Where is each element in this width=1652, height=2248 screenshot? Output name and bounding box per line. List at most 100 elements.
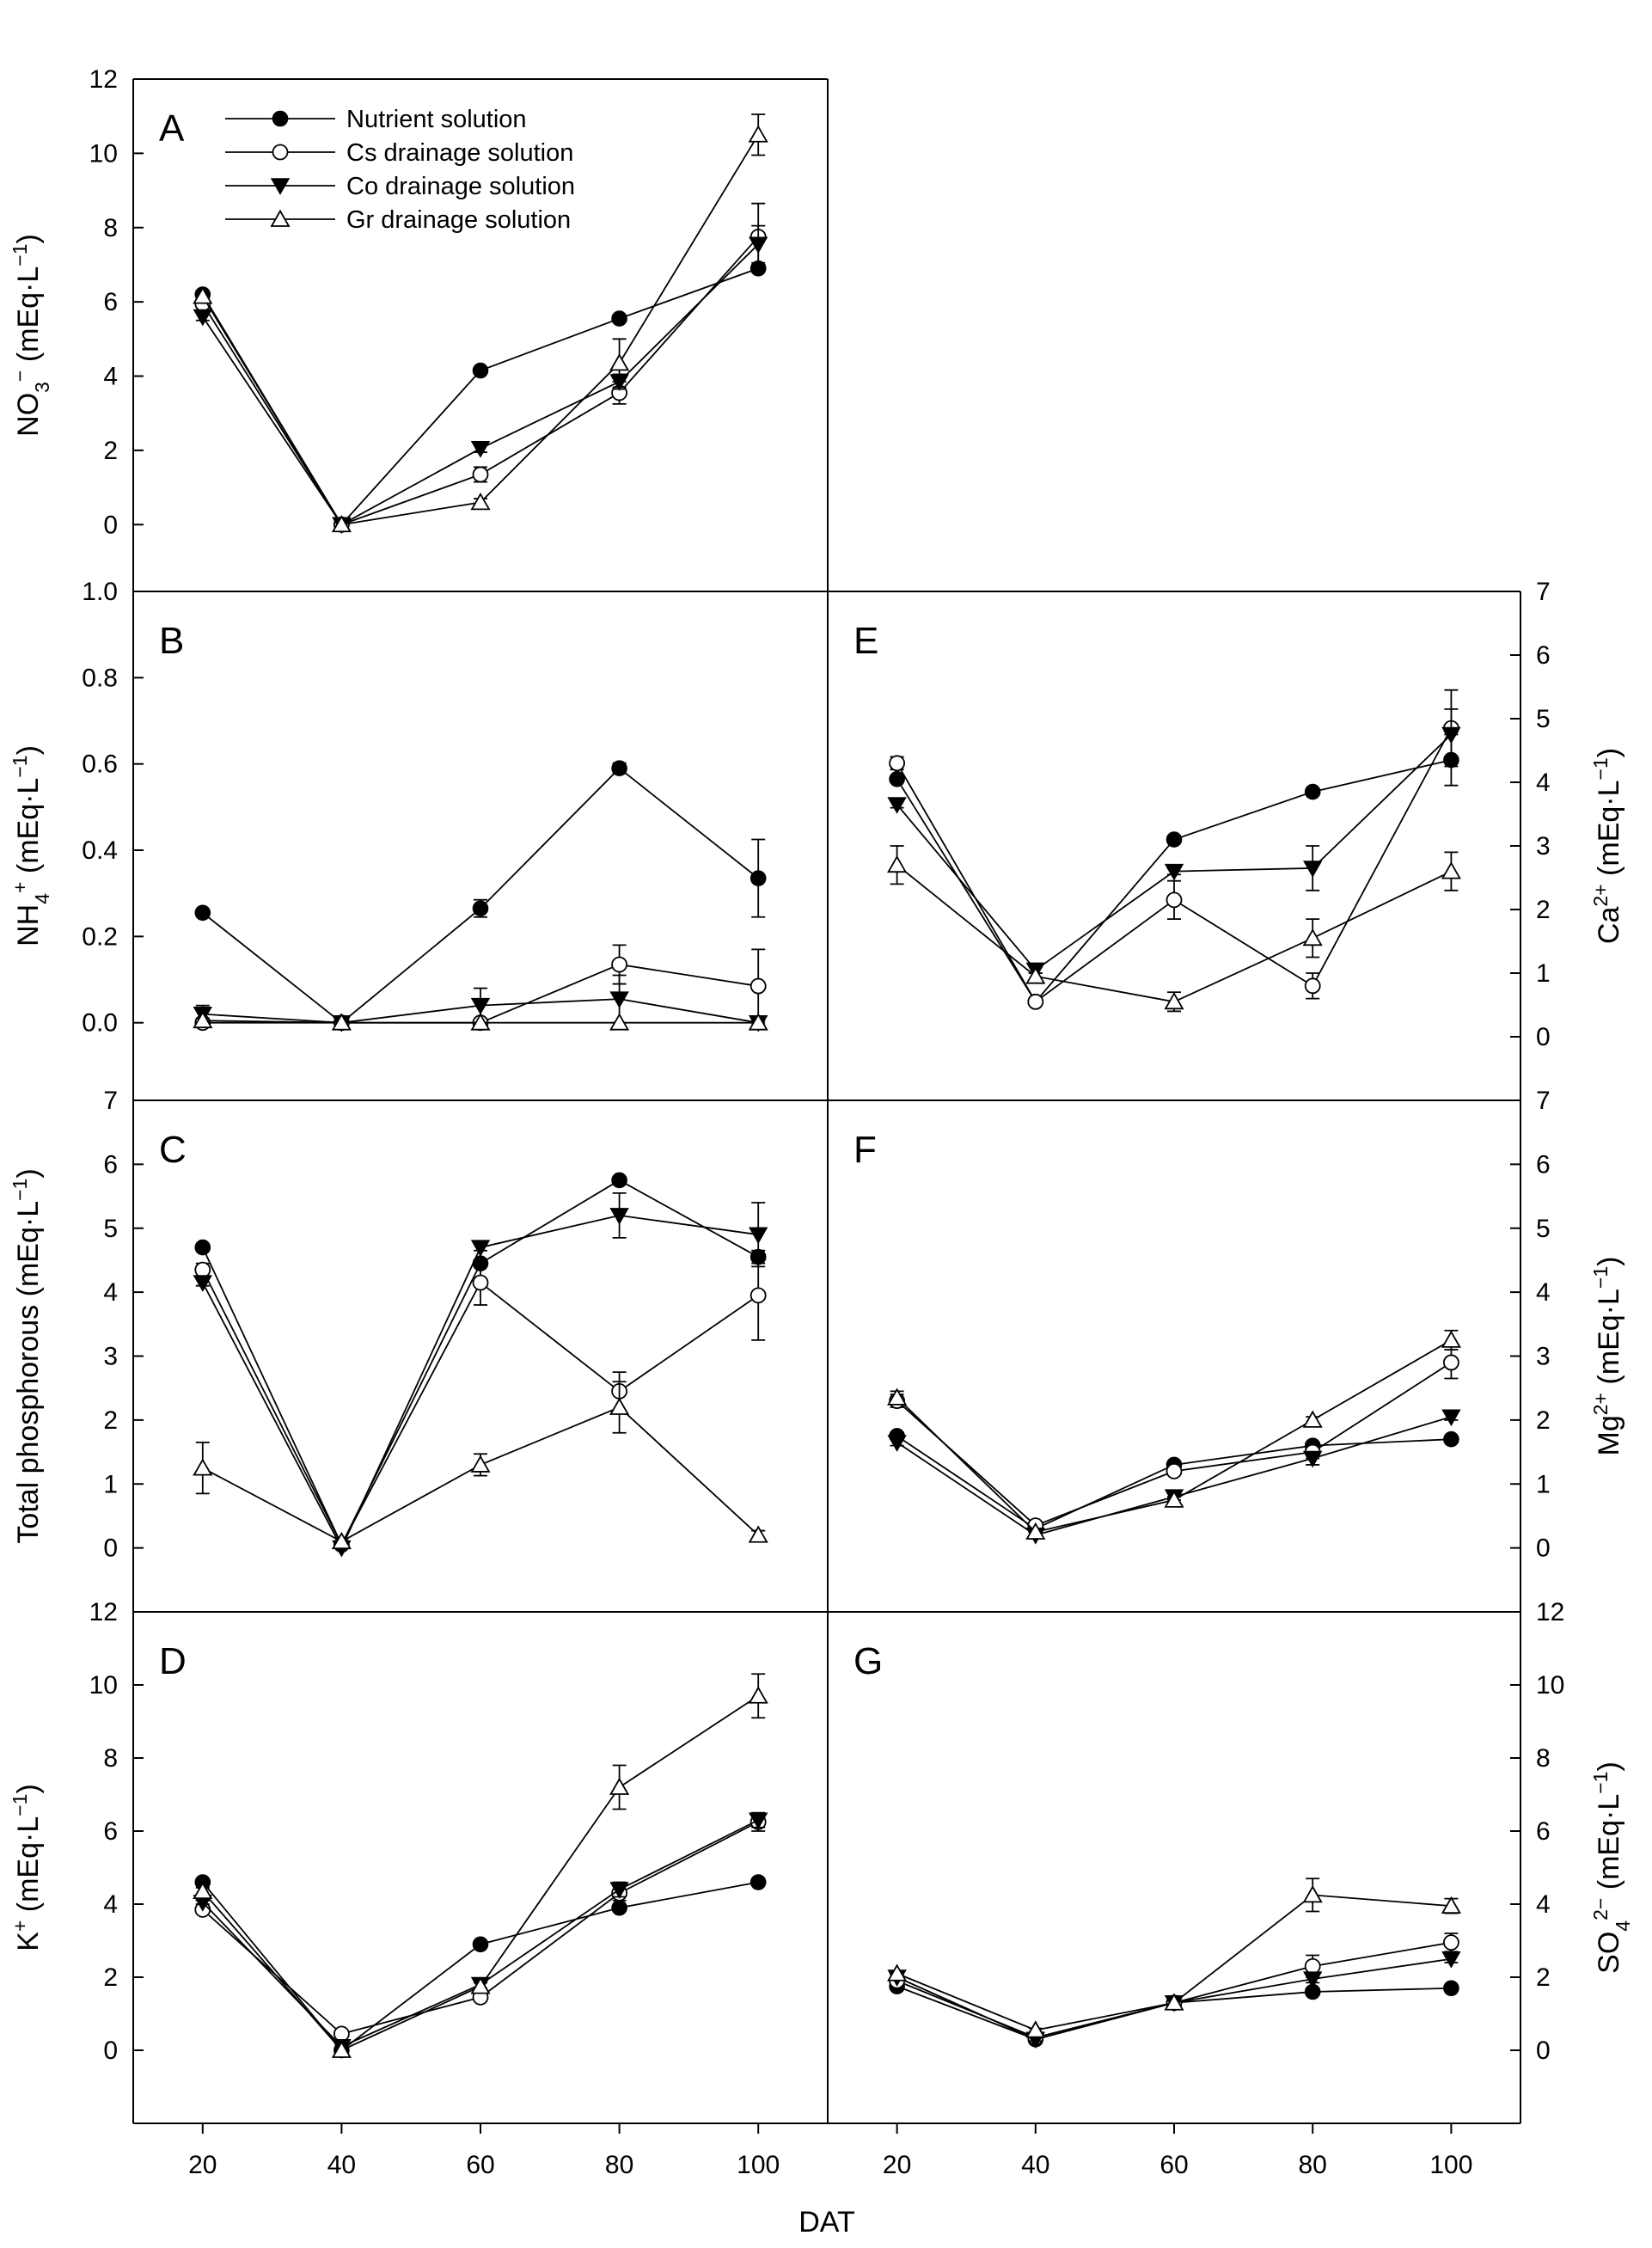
y-tick-label: 4 <box>103 1890 118 1919</box>
series-open-triangle-up <box>193 1381 768 1550</box>
x-tick-label: 40 <box>1021 2151 1049 2179</box>
y-tick-label: 0 <box>1536 1023 1551 1051</box>
series-open-circle <box>194 1811 767 2043</box>
y-axis-title-part: (mEq·L <box>12 266 45 371</box>
data-point-gr <box>193 1010 213 1029</box>
series-filled-triangle-down <box>193 1811 768 2056</box>
series-line <box>202 1819 759 2048</box>
legend-label: Nutrient solution <box>346 106 527 133</box>
y-axis-title-close: ) <box>1593 1761 1625 1771</box>
data-point-gr <box>748 1013 768 1031</box>
y-tick-label: 0 <box>103 2037 118 2065</box>
series-line <box>202 1881 759 2052</box>
x-tick-label: 20 <box>188 2151 217 2179</box>
data-point-nutrient <box>1166 831 1183 848</box>
panel-d: D 0 2 4 6 8 10 12 K+ (mEq·L−1) <box>9 1598 768 2065</box>
y-axis-title: Ca2+ (mEq·L−1) <box>1589 748 1625 944</box>
y-tick-label: 7 <box>103 1087 118 1115</box>
legend: Nutrient solution Cs drainage solution Co … <box>225 106 575 234</box>
data-point-gr <box>1164 991 1184 1010</box>
y-axis-title-part: + <box>9 1920 31 1932</box>
data-point-co <box>470 1240 491 1257</box>
y-tick-label: 2 <box>103 437 118 465</box>
y-tick-label: 6 <box>103 288 118 316</box>
y-tick-label: 3 <box>1536 832 1551 861</box>
y-axis-title-part: Ca <box>1593 907 1625 945</box>
data-point-co <box>1441 726 1461 744</box>
y-axis-title-part: 4 <box>31 893 53 904</box>
data-point-co <box>193 309 213 327</box>
series-line <box>896 1435 1452 1530</box>
y-axis-title-part: (mEq·L <box>1593 1794 1625 1898</box>
y-tick-label: 2 <box>103 1963 118 1992</box>
series-filled-triangle-down <box>887 708 1461 980</box>
series-open-triangle-up <box>887 845 1461 1013</box>
data-point-gr <box>748 125 768 143</box>
data-point-co <box>1302 1450 1323 1468</box>
data-point-gr <box>470 1455 491 1473</box>
y-axis-title-part: 2+ <box>1589 884 1612 906</box>
y-axis-title-part: Mg <box>1593 1415 1625 1455</box>
y-axis-title-close: ) <box>12 234 45 243</box>
data-point-nutrient <box>611 1172 627 1189</box>
y-axis-title-close: ) <box>1593 1257 1625 1266</box>
y-tick-label: 4 <box>1536 1278 1551 1307</box>
y-tick-label: 8 <box>103 214 118 242</box>
panel-c: C 0 1 2 3 4 5 6 7 Total phosphorous (mEq·L−1) <box>9 1087 768 1563</box>
y-tick-label: 12 <box>89 65 118 94</box>
y-tick-label: 2 <box>1536 1963 1551 1992</box>
y-axis-title-part: K <box>12 1932 45 1951</box>
data-point-gr <box>887 1963 908 1982</box>
data-point-nutrient <box>889 770 905 787</box>
data-point-nutrient <box>472 1936 489 1953</box>
y-tick-label: 4 <box>1536 1890 1551 1919</box>
data-point-cs <box>472 466 489 483</box>
y-axis-title-part: Total phosphorous (mEq·L <box>12 1201 45 1544</box>
data-point-cs <box>1443 1354 1459 1371</box>
series-line <box>202 767 759 1024</box>
y-tick-label: 3 <box>1536 1343 1551 1371</box>
data-point-gr <box>470 1013 491 1031</box>
data-point-cs <box>472 1274 489 1291</box>
data-point-co <box>609 991 629 1009</box>
panel-letter: B <box>159 620 184 662</box>
data-point-cs <box>194 1261 211 1278</box>
data-point-gr <box>470 1976 491 1994</box>
y-axis-title-part: 2+ <box>1589 1393 1612 1415</box>
y-tick-label: 4 <box>1536 769 1551 797</box>
data-point-co <box>1302 861 1323 878</box>
y-tick-label: 8 <box>103 1744 118 1773</box>
panel-letter: E <box>854 620 878 662</box>
data-point-gr <box>470 493 491 511</box>
data-point-gr <box>193 1458 213 1476</box>
data-point-cs <box>1304 977 1321 995</box>
data-point-gr <box>270 209 291 227</box>
y-tick-label: 1 <box>1536 1470 1551 1498</box>
y-tick-label: 10 <box>89 1671 118 1700</box>
data-point-cs <box>272 144 289 161</box>
data-point-gr <box>1441 861 1461 879</box>
data-point-nutrient <box>1443 1430 1459 1448</box>
y-tick-label: 6 <box>103 1150 118 1179</box>
y-axis-title-part: −1 <box>1589 757 1612 780</box>
data-point-gr <box>1164 1490 1184 1508</box>
y-tick-label: 0.4 <box>82 836 118 865</box>
y-tick-label: 4 <box>103 1278 118 1307</box>
series-filled-circle <box>194 760 767 1031</box>
series-line <box>896 733 1453 971</box>
panel-a: A 0 2 4 6 8 10 12 NO3− (mEq·L−1) <box>9 65 768 539</box>
panel-letter: C <box>159 1129 187 1171</box>
data-point-nutrient <box>1443 1980 1459 1997</box>
series-open-triangle-up <box>887 1877 1461 2038</box>
data-point-gr <box>193 286 213 304</box>
series-open-triangle-up <box>193 1010 768 1031</box>
series-line <box>202 267 759 526</box>
y-tick-label: 10 <box>89 139 118 168</box>
data-point-cs <box>1443 1934 1459 1951</box>
data-point-gr <box>609 1013 630 1031</box>
series-open-circle <box>889 689 1459 1010</box>
data-point-nutrient <box>611 310 627 327</box>
data-point-gr <box>1025 2020 1046 2038</box>
data-point-gr <box>331 1013 352 1031</box>
y-tick-label: 8 <box>1536 1744 1551 1773</box>
